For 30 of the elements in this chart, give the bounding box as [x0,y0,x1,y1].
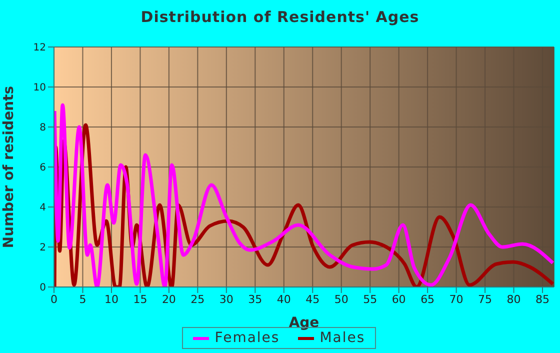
y-tick-label: 12 [33,42,46,54]
legend-label: Males [318,330,366,346]
x-tick-label: 15 [133,292,148,306]
x-tick-label: 65 [420,292,435,306]
x-axis-title: Age [288,315,320,331]
x-tick-label: 55 [363,292,378,306]
chart-title: Distribution of Residents' Ages [140,8,420,26]
x-tick-label: 30 [219,292,234,306]
legend-label: Females [214,330,280,346]
y-tick-label: 8 [40,122,46,134]
y-tick-label: 2 [40,242,46,254]
x-tick-label: 85 [536,292,550,306]
x-tick-label: 60 [392,292,406,306]
y-tick-label: 0 [40,282,46,294]
y-tick-label: 10 [33,82,46,94]
x-tick-label: 80 [506,292,521,306]
x-tick-label: 5 [79,292,86,306]
x-tick-label: 45 [306,292,320,306]
y-axis-title: Number of residents [0,86,17,248]
x-tick-label: 0 [50,292,58,306]
x-tick-label: 25 [190,292,205,306]
x-tick-label: 10 [104,292,118,306]
x-tick-label: 35 [248,292,262,306]
x-tick-label: 40 [276,292,291,306]
x-tick-label: 50 [334,292,348,306]
x-tick-label: 70 [449,292,464,306]
y-tick-label: 4 [40,202,46,214]
x-tick-label: 75 [478,292,492,306]
y-tick-label: 6 [40,162,46,174]
x-tick-label: 20 [162,292,176,306]
